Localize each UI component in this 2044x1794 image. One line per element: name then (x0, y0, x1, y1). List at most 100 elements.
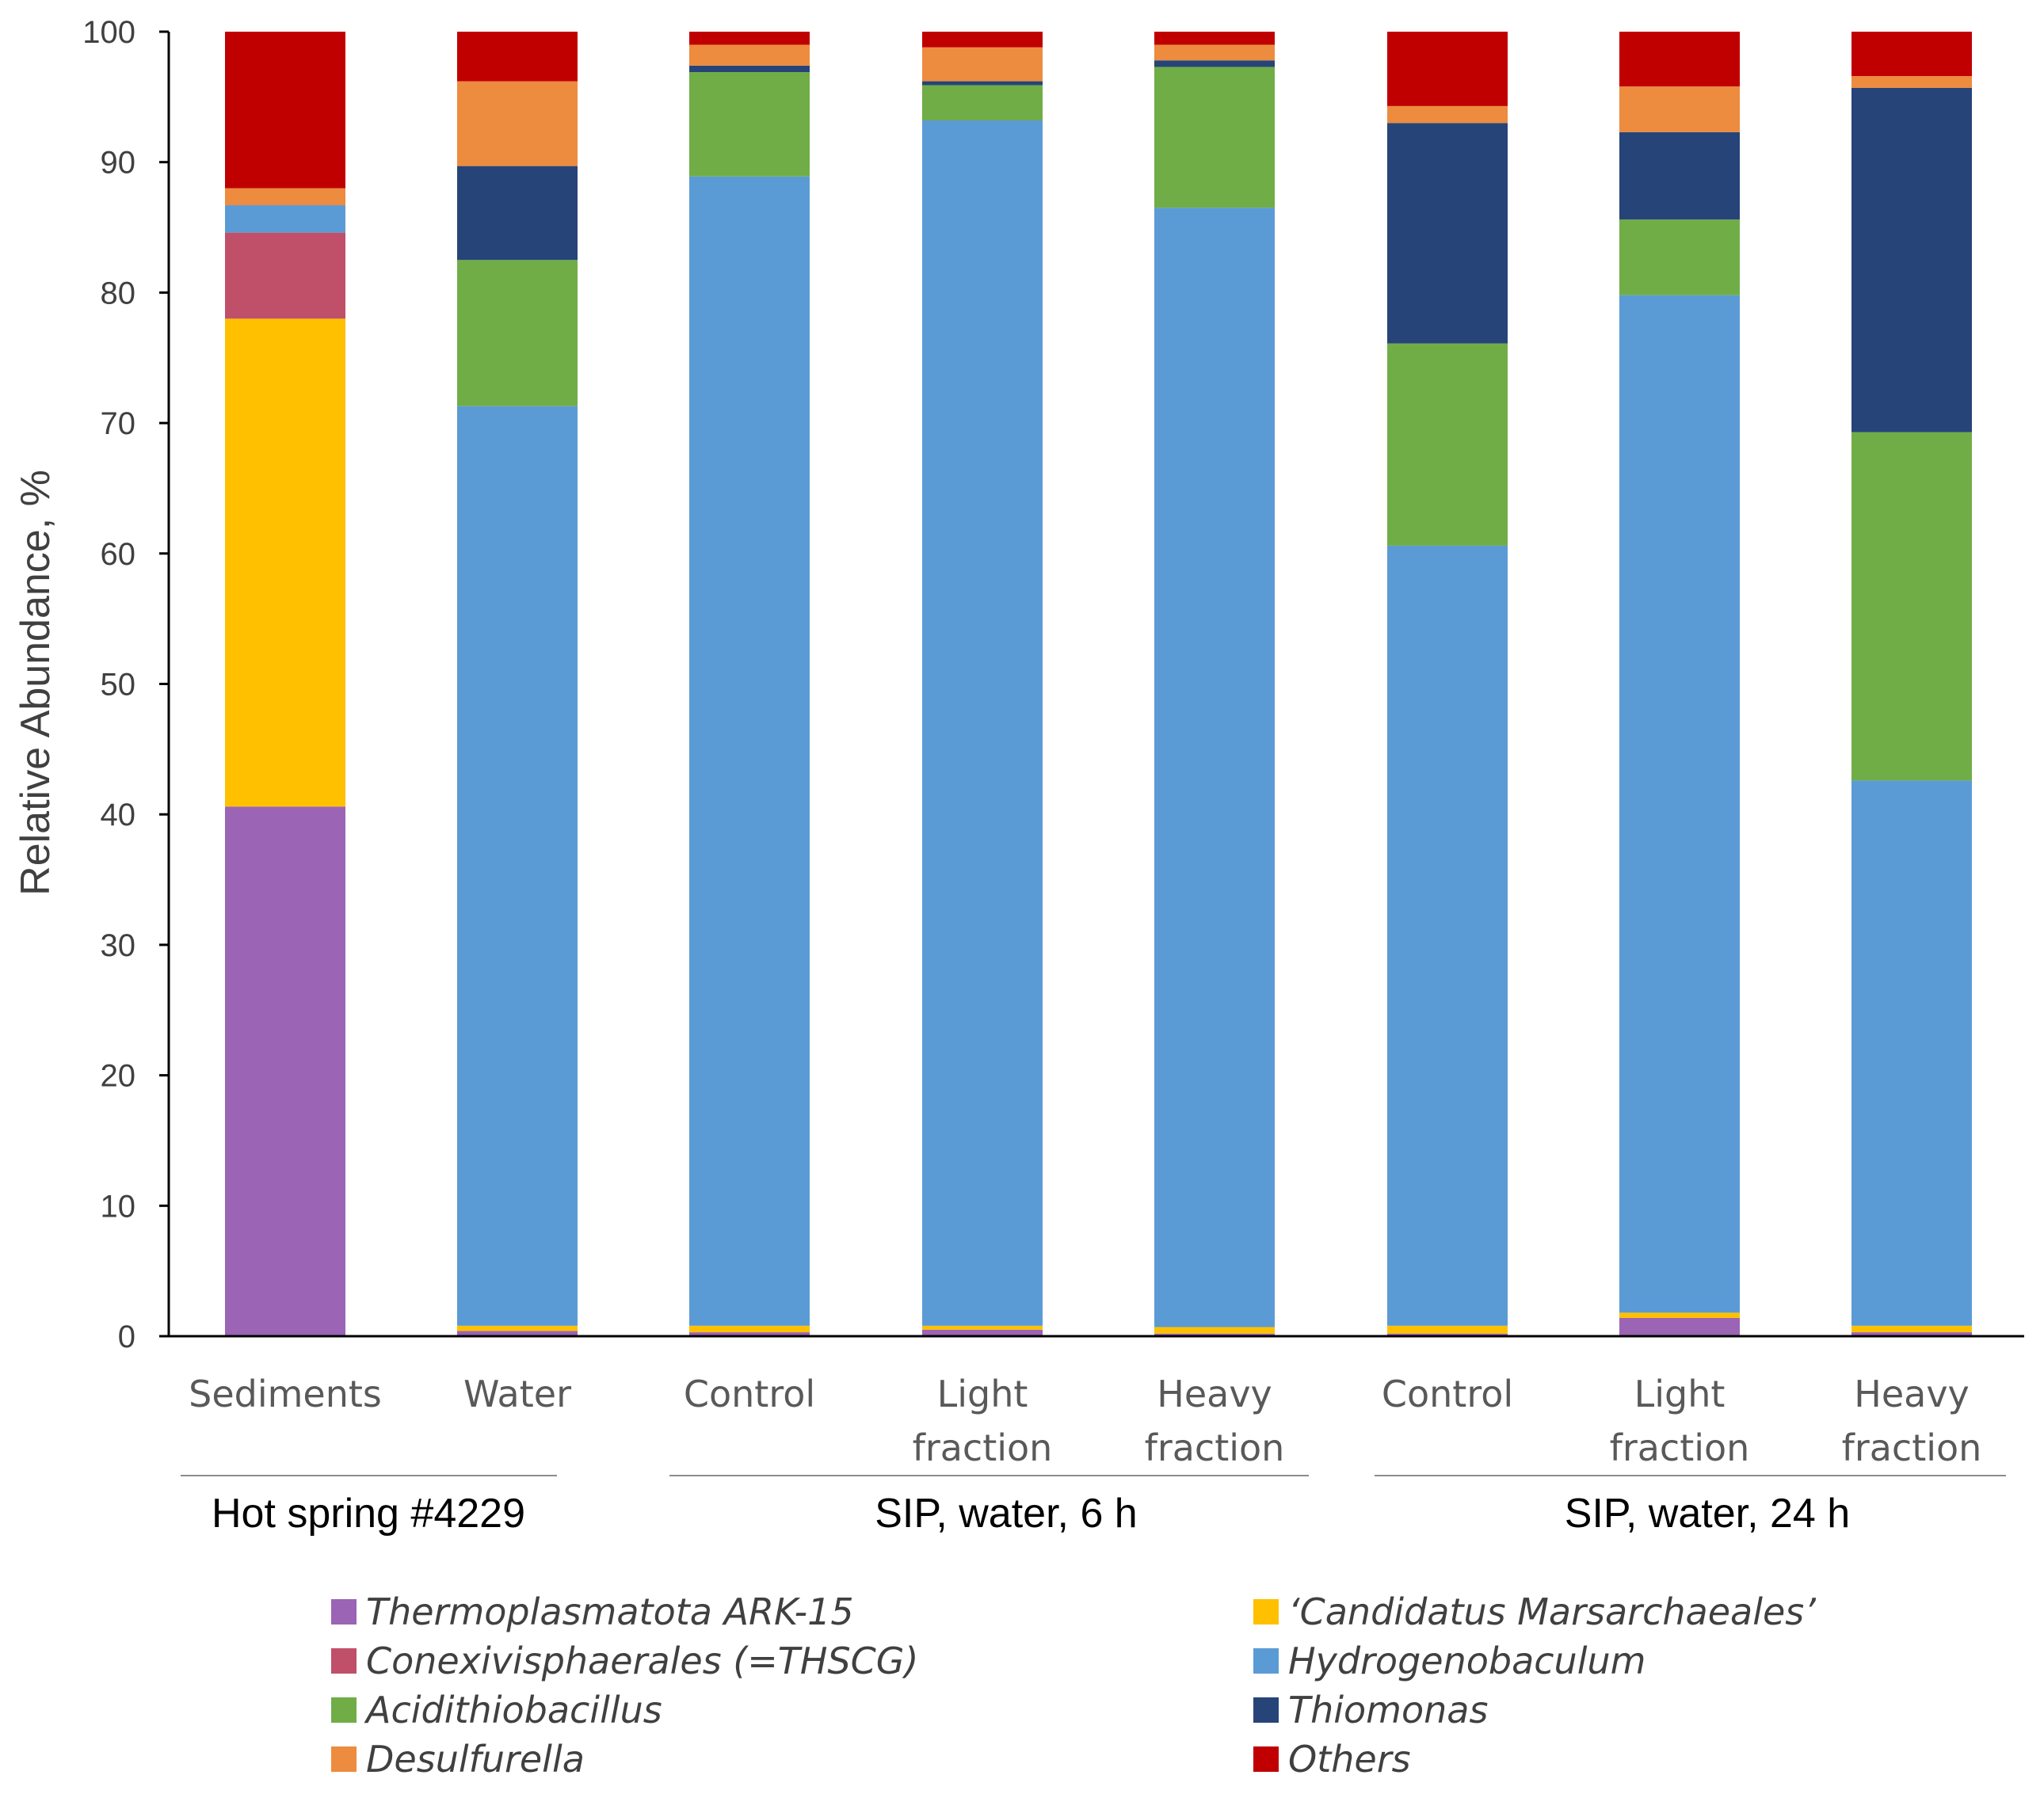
bar-segment-c7-s4 (1851, 432, 1972, 781)
bar-segment-c4-s3 (1154, 208, 1275, 1327)
bar-segment-c1-s0 (457, 1331, 578, 1336)
bar-segment-c2-s1 (689, 1325, 810, 1333)
bar-segment-c4-s0 (1154, 1333, 1275, 1336)
bar-segment-c4-s7 (1154, 32, 1275, 45)
bar-segment-c1-s3 (457, 406, 578, 1326)
y-axis-title: Relative Abundance, % (13, 470, 59, 896)
bar-segment-c4-s6 (1154, 44, 1275, 61)
legend-label: Hydrogenobaculum (1288, 1640, 1645, 1682)
bar-segment-c0-s3 (225, 205, 345, 233)
category-label: Control (1382, 1373, 1513, 1415)
bar-segment-c6-s4 (1619, 219, 1740, 295)
legend-label: ‘Candidatus Marsarchaeales’ (1288, 1590, 1816, 1633)
y-tick-label: 60 (101, 537, 136, 572)
bar-segment-c4-s4 (1154, 67, 1275, 208)
bars-layer (225, 32, 1972, 1336)
bar-segment-c2-s3 (689, 176, 810, 1326)
legend-swatch (331, 1599, 357, 1625)
y-tick-label: 0 (118, 1320, 135, 1354)
bar-segment-c7-s7 (1851, 32, 1972, 76)
bar-segment-c5-s3 (1387, 545, 1508, 1326)
y-tick-label: 70 (101, 406, 136, 441)
bar-segment-c3-s3 (922, 120, 1043, 1326)
bar-segment-c5-s4 (1387, 343, 1508, 546)
legend-label: Desulfurella (366, 1738, 585, 1781)
bar-segment-c3-s5 (922, 81, 1043, 86)
legend-swatch (1253, 1599, 1279, 1625)
bar-segment-c6-s6 (1619, 86, 1740, 132)
bar-segment-c0-s2 (225, 232, 345, 319)
bar-segment-c7-s1 (1851, 1325, 1972, 1333)
legend-label: Thermoplasmatota ARK-15 (366, 1590, 854, 1633)
y-tick-label: 20 (101, 1059, 136, 1094)
y-tick-label: 90 (101, 146, 136, 181)
y-tick-label: 50 (101, 668, 136, 703)
bar-segment-c4-s1 (1154, 1327, 1275, 1334)
legend-swatch (1253, 1697, 1279, 1723)
group-label: SIP, water, 6 h (875, 1491, 1137, 1537)
category-label: Sediments (189, 1373, 382, 1415)
bar-segment-c2-s4 (689, 72, 810, 177)
bar-segment-c7-s0 (1851, 1332, 1972, 1336)
bar-segment-c2-s6 (689, 44, 810, 66)
bar-segment-c5-s7 (1387, 32, 1508, 106)
legend-swatch (1253, 1648, 1279, 1674)
bar-segment-c5-s1 (1387, 1325, 1508, 1334)
bar-segment-c2-s0 (689, 1332, 810, 1336)
category-label: Heavy fraction (1842, 1373, 1982, 1469)
bar-segment-c3-s1 (922, 1325, 1043, 1330)
bar-segment-c2-s7 (689, 32, 810, 45)
bar-segment-c4-s5 (1154, 60, 1275, 67)
y-tick-label: 30 (101, 928, 136, 963)
bar-segment-c5-s0 (1387, 1333, 1508, 1336)
category-label: Light fraction (913, 1373, 1053, 1469)
bar-segment-c6-s0 (1619, 1317, 1740, 1336)
bar-segment-c1-s5 (457, 166, 578, 261)
y-tick-label: 80 (101, 276, 136, 310)
bar-segment-c0-s0 (225, 806, 345, 1336)
axes-layer (167, 32, 2024, 1338)
bar-segment-c5-s5 (1387, 123, 1508, 344)
legend-label: Others (1288, 1738, 1411, 1781)
bar-segment-c1-s1 (457, 1325, 578, 1331)
category-label: Light fraction (1610, 1373, 1750, 1469)
legend-label: Conexivisphaerales (=THSCG) (366, 1640, 918, 1682)
bar-segment-c0-s1 (225, 318, 345, 807)
bar-segment-c3-s7 (922, 32, 1043, 48)
bar-segment-c7-s5 (1851, 87, 1972, 432)
bar-segment-c2-s5 (689, 65, 810, 73)
y-tick-label: 100 (82, 15, 135, 50)
legend-swatch (331, 1697, 357, 1723)
legend: Thermoplasmatota ARK-15 Conexivisphaerale… (331, 1590, 1816, 1781)
bar-segment-c7-s3 (1851, 780, 1972, 1326)
y-tick-label: 10 (101, 1189, 136, 1224)
legend-label: Acidithiobacillus (364, 1689, 662, 1731)
bar-segment-c0-s6 (225, 188, 345, 206)
legend-swatch (331, 1746, 357, 1772)
bar-segment-c6-s7 (1619, 32, 1740, 87)
category-label: Water (463, 1373, 571, 1415)
group-labels-layer: Hot spring #4229 SIP, water, 6 h SIP, wate… (181, 1475, 2006, 1537)
bar-segment-c6-s3 (1619, 295, 1740, 1313)
bar-segment-c1-s7 (457, 32, 578, 82)
bar-segment-c6-s5 (1619, 131, 1740, 220)
group-label: Hot spring #4229 (212, 1491, 525, 1537)
legend-swatch (1253, 1746, 1279, 1772)
group-label: SIP, water, 24 h (1565, 1491, 1850, 1537)
bar-segment-c3-s4 (922, 85, 1043, 120)
bar-segment-c1-s4 (457, 260, 578, 406)
bar-segment-c1-s6 (457, 81, 578, 166)
legend-label: Thiomonas (1288, 1689, 1488, 1731)
legend-swatch (331, 1648, 357, 1674)
category-label: Heavy fraction (1145, 1373, 1285, 1469)
bar-segment-c7-s6 (1851, 75, 1972, 88)
bar-segment-c6-s1 (1619, 1312, 1740, 1318)
category-label: Control (684, 1373, 815, 1415)
category-labels-layer: Sediments Water Control Light fraction Heavy f… (189, 1373, 1981, 1469)
bar-segment-c3-s6 (922, 47, 1043, 82)
bar-segment-c5-s6 (1387, 105, 1508, 124)
bar-segment-c0-s7 (225, 32, 345, 189)
y-ticks-layer: 0 10 20 30 40 50 60 70 80 90 100 (82, 15, 169, 1354)
y-tick-label: 40 (101, 798, 136, 832)
